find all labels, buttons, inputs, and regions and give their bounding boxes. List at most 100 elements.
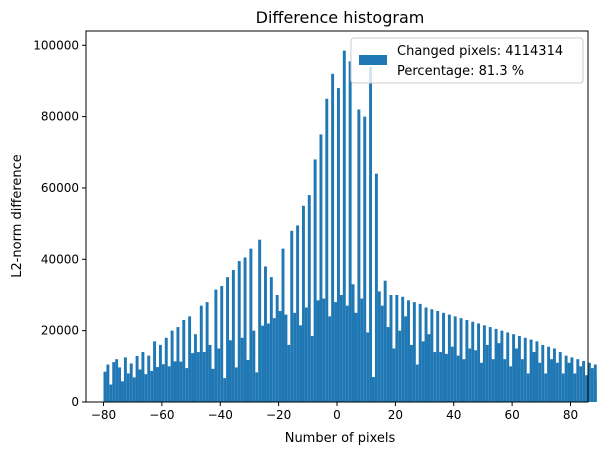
histogram-bar (266, 323, 270, 402)
histogram-bar (491, 359, 495, 402)
histogram-bar (503, 359, 507, 402)
x-tick-label: −20 (266, 408, 291, 422)
histogram-bar (418, 303, 422, 402)
histogram-bar (301, 205, 305, 402)
histogram-bar (310, 336, 314, 402)
histogram-bar (214, 289, 218, 402)
histogram-bar (299, 325, 302, 402)
histogram-bar (272, 318, 276, 402)
histogram-bar (482, 325, 486, 402)
histogram-bar (544, 373, 548, 402)
x-tick-label: 80 (563, 408, 578, 422)
histogram-bar (252, 330, 256, 402)
histogram-bar (185, 368, 189, 402)
histogram-bar (555, 362, 559, 402)
histogram-bar (550, 359, 553, 402)
histogram-bar (468, 348, 472, 402)
histogram-bar (436, 311, 440, 402)
histogram-bar (258, 239, 262, 402)
histogram-bar (488, 327, 492, 402)
y-tick-label: 100000 (33, 38, 79, 52)
histogram-bar (118, 367, 122, 402)
histogram-bar (453, 316, 457, 402)
histogram-bar (290, 230, 294, 402)
y-tick-label: 40000 (41, 252, 79, 266)
histogram-bar (351, 284, 355, 402)
histogram-bar (337, 88, 340, 402)
histogram-bar (517, 336, 521, 402)
histogram-bar (109, 384, 113, 402)
histogram-bar (307, 195, 311, 402)
histogram-bar (226, 277, 230, 402)
histogram-bar (567, 362, 571, 402)
histogram-bar (485, 344, 489, 402)
histogram-bar (477, 323, 481, 402)
histogram-bar (167, 366, 171, 402)
legend: Changed pixels: 4114314 Percentage: 81.3… (350, 37, 584, 84)
histogram-bar (237, 261, 241, 402)
histogram-bar (509, 366, 513, 402)
histogram-bar (249, 248, 253, 402)
histogram-bar (188, 316, 192, 402)
histogram-bar (377, 291, 381, 402)
legend-box (350, 37, 584, 84)
histogram-bar (570, 357, 574, 402)
histogram-bar (293, 312, 297, 402)
histogram-bar (547, 346, 551, 402)
histogram-bar (523, 337, 527, 402)
histogram-bar (590, 368, 594, 402)
histogram-bar (412, 302, 416, 402)
histogram-bar (339, 294, 343, 402)
histogram-bar (471, 321, 475, 402)
x-axis: −80 −60 −40 −20 0 20 40 60 80 (91, 402, 578, 422)
histogram-bar (558, 352, 562, 402)
histogram-bar (287, 344, 291, 402)
histogram-bar (176, 327, 180, 402)
histogram-bar (345, 305, 349, 402)
histogram-bar (529, 339, 533, 402)
histogram-bar (407, 300, 410, 402)
histogram-bar (179, 361, 183, 402)
histogram-bar (386, 327, 390, 402)
x-tick-label: 60 (504, 408, 519, 422)
legend-entry-changed-pixels: Changed pixels: 4114314 (397, 44, 563, 59)
histogram-bar (202, 352, 206, 402)
histogram-bar (217, 348, 221, 402)
histogram-bar (328, 316, 332, 402)
histogram-bar (182, 319, 186, 402)
histogram-bars (103, 50, 597, 403)
histogram-bar (144, 374, 148, 402)
y-tick-label: 20000 (41, 324, 79, 338)
histogram-bar (532, 352, 536, 402)
y-tick-label: 0 (71, 395, 79, 409)
histogram-bar (269, 277, 273, 402)
histogram-bar (342, 50, 346, 403)
histogram-bar (103, 371, 107, 402)
histogram-bar (193, 334, 197, 402)
histogram-bar (369, 66, 373, 403)
histogram-bar (231, 270, 235, 402)
y-tick-label: 60000 (41, 181, 79, 195)
histogram-bar (389, 294, 393, 402)
legend-swatch (359, 55, 387, 65)
x-tick-label: 0 (333, 408, 341, 422)
histogram-bar (404, 316, 408, 402)
histogram-bar (304, 307, 308, 402)
histogram-bar (296, 225, 300, 402)
x-tick-label: −40 (208, 408, 233, 422)
histogram-bar (561, 373, 565, 402)
histogram-bar (512, 334, 516, 402)
histogram-bar (430, 309, 434, 402)
y-axis-label: L2-norm difference (10, 154, 25, 278)
histogram-bar (223, 378, 227, 402)
histogram-bar (372, 377, 375, 402)
histogram-bar (316, 300, 320, 402)
histogram-bar (161, 364, 165, 402)
histogram-bar (427, 334, 431, 402)
histogram-bar (138, 369, 142, 402)
histogram-bar (459, 318, 463, 402)
histogram-bar (374, 173, 378, 402)
histogram-bar (264, 266, 267, 402)
histogram-bar (261, 325, 265, 402)
